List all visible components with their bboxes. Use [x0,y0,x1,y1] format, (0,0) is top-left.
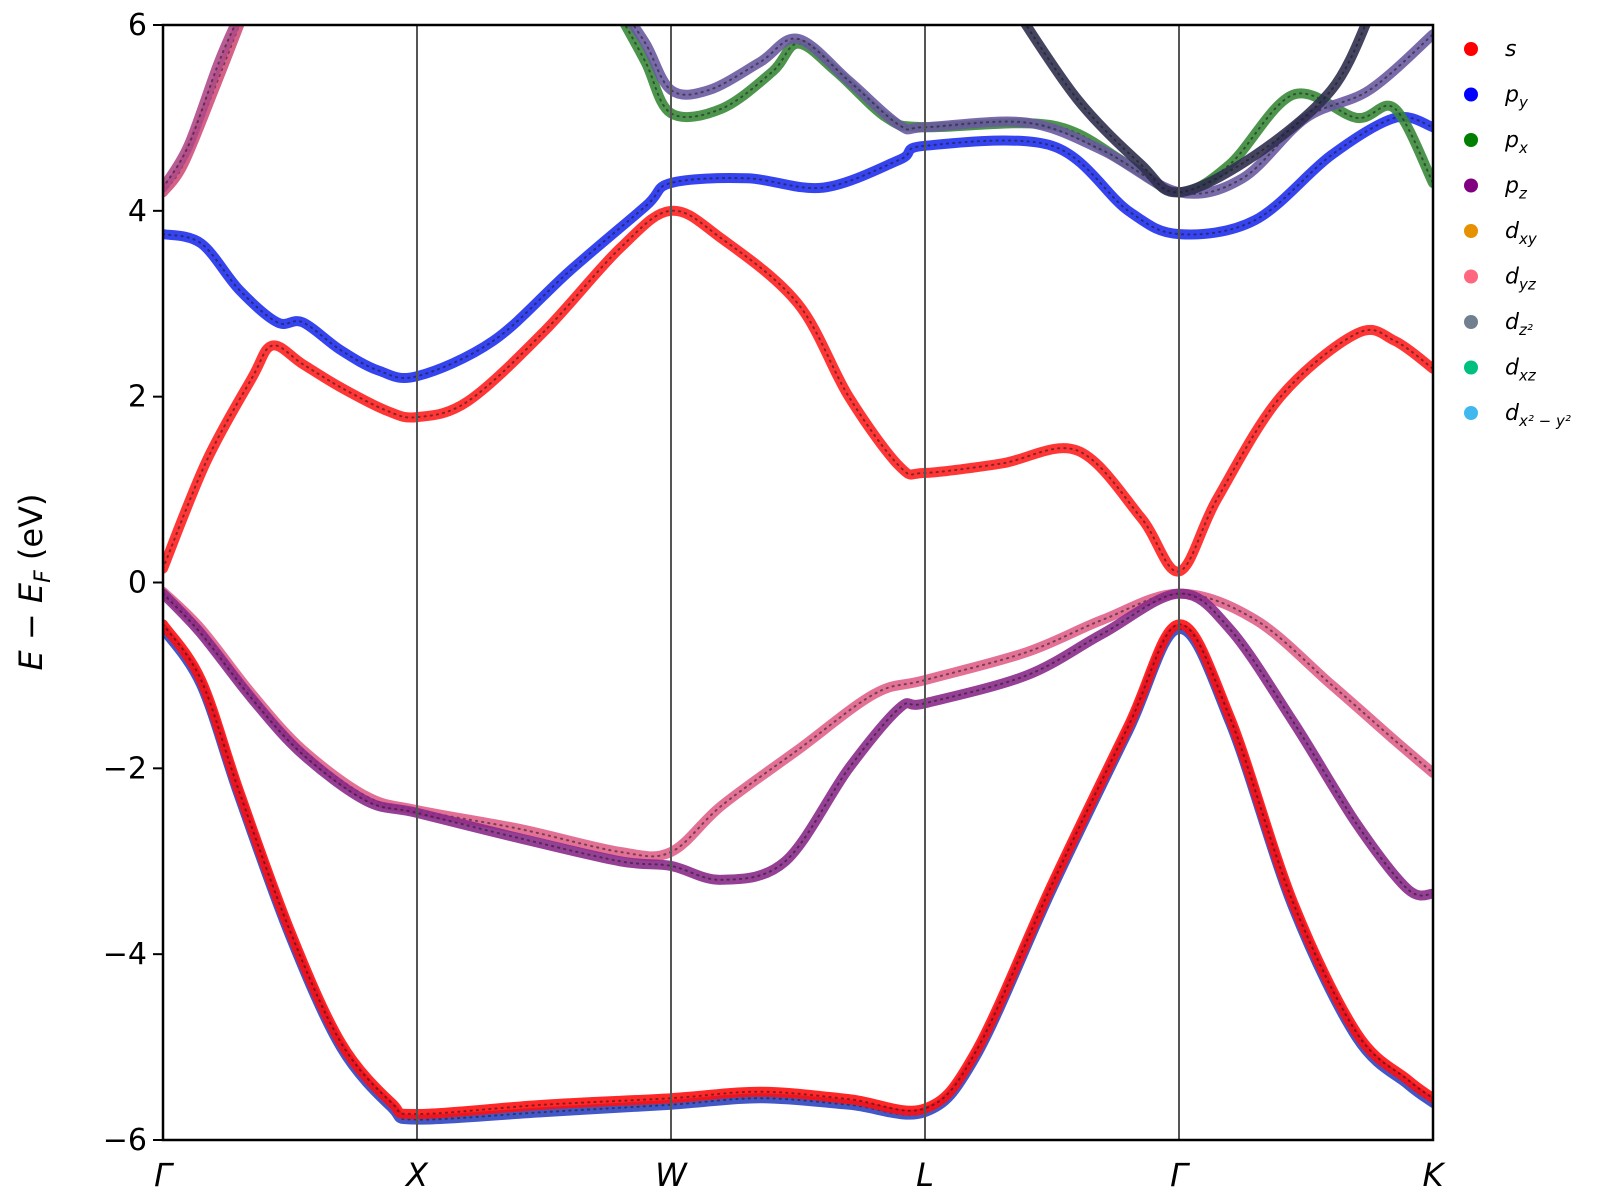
legend-label-6: dz² [1505,310,1533,339]
legend-marker-4 [1464,224,1478,238]
x-tick-label-5: K [1423,1156,1447,1194]
band-3 [163,25,241,193]
y-axis-ticks: −6 −4 −2 0 2 4 6 [103,8,163,1158]
band-10-markers [163,623,1433,1116]
legend-label-4: dxy [1505,219,1538,248]
band-7 [163,586,1433,862]
band-lines [163,25,1433,1125]
band-0 [163,205,1433,577]
plot-frame [161,23,1435,1142]
y-tick-label-5: 4 [128,194,147,229]
legend-marker-5 [1464,269,1478,284]
x-tick-label-3: L [916,1156,934,1194]
legend-label-5: dyz [1505,265,1537,294]
y-tick-label-4: 2 [128,380,147,415]
band-10 [163,619,1433,1120]
y-tick-label-2: −2 [103,751,147,786]
legend-label-0: s [1505,37,1516,62]
legend-marker-2 [1464,133,1478,147]
band-9-markers [163,627,1433,1121]
legend-label-2: px [1504,128,1528,157]
band-6-markers [1024,25,1367,194]
band-0-markers [163,209,1433,573]
y-tick-label-1: −4 [103,937,147,972]
band-3-markers [163,25,237,189]
legend-label-3: pz [1504,174,1528,203]
legend-marker-8 [1464,406,1478,420]
band-9 [163,624,1433,1125]
legend: s py px pz dxy dyz dz² dxz dx² − y² [1464,37,1571,430]
x-tick-label-2: W [655,1156,688,1194]
band-4 [619,25,1433,198]
legend-marker-7 [1464,360,1478,375]
legend-label-1: py [1504,83,1529,112]
x-tick-label-0: Γ [154,1156,174,1194]
legend-marker-3 [1464,178,1478,193]
high-symmetry-lines [416,25,1180,1140]
legend-marker-1 [1464,87,1478,102]
x-tick-label-4: Γ [1170,1156,1190,1194]
band-8-markers [163,592,1433,897]
x-tick-label-1: X [404,1156,429,1194]
legend-marker-6 [1464,315,1478,329]
y-tick-label-3: 0 [128,566,147,601]
band-1-markers [163,115,1433,380]
band-4-markers [624,25,1433,194]
legend-marker-0 [1464,42,1478,56]
legend-label-7: dxz [1505,356,1537,385]
legend-label-8: dx² − y² [1505,401,1571,430]
band-7-markers [163,590,1433,858]
y-tick-label-0: −6 [103,1123,147,1158]
y-axis-label: E − EF (eV) [12,494,56,671]
y-tick-label-6: 6 [128,8,147,43]
